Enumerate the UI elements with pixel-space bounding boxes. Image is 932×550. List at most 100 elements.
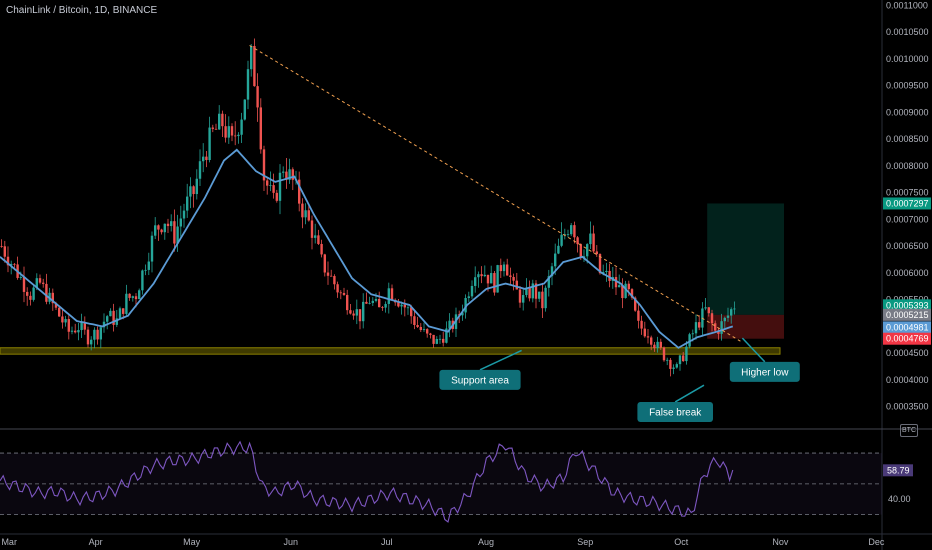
candle-body: [685, 346, 688, 362]
candle-body: [339, 292, 342, 294]
candle-body: [566, 234, 570, 236]
candle-body: [618, 285, 621, 288]
candle-body: [189, 186, 192, 197]
currency-badge[interactable]: BTC: [900, 424, 918, 437]
candle-body: [330, 275, 333, 277]
candle-body: [499, 265, 502, 272]
callout-label: Support area: [451, 375, 509, 386]
candle-body: [531, 283, 534, 299]
candle-body: [230, 126, 234, 136]
candle-body: [157, 225, 160, 230]
candle-body: [563, 234, 566, 236]
rsi-tick-label: 40.00: [888, 494, 911, 504]
candle-body: [374, 299, 378, 301]
price-tick-label: 0.0010500: [886, 27, 929, 37]
candle-body: [650, 337, 653, 345]
candle-body: [243, 99, 246, 120]
candle-body: [384, 303, 387, 308]
candle-body: [525, 287, 528, 296]
candle-body: [253, 46, 256, 87]
candle-body: [362, 301, 365, 322]
price-tick-label: 0.0004500: [886, 348, 929, 358]
candle-body: [166, 223, 170, 227]
candle-body: [605, 270, 608, 273]
candle-body: [490, 273, 493, 284]
chart-title: ChainLink / Bitcoin, 1D, BINANCE: [6, 5, 158, 16]
candle-body: [128, 293, 131, 298]
candle-body: [438, 338, 442, 340]
candle-body: [707, 307, 710, 314]
support-zone: [0, 347, 781, 355]
rsi-line: [0, 440, 734, 523]
price-label-stop: 0.0004769: [886, 334, 929, 344]
candle-body: [96, 329, 99, 340]
candle-body: [26, 291, 29, 296]
candle-body: [179, 218, 182, 227]
candle-body: [528, 287, 531, 299]
candle-body: [717, 330, 720, 334]
candle-body: [608, 270, 611, 281]
candle-body: [586, 244, 589, 257]
candle-body: [13, 263, 16, 265]
candle-body: [598, 253, 602, 274]
candle-body: [682, 355, 685, 362]
candle-body: [515, 280, 518, 290]
candle-body: [246, 69, 250, 100]
callout-pointer: [741, 337, 766, 363]
candle-body: [634, 297, 637, 311]
callout-box: [439, 369, 521, 390]
time-tick-label: Jul: [381, 537, 393, 547]
candle-body: [336, 284, 339, 293]
candle-body: [282, 171, 285, 173]
candle-body: [58, 307, 61, 317]
candle-body: [269, 185, 272, 186]
candle-body: [640, 320, 643, 329]
candle-body: [675, 364, 678, 368]
candle-body: [378, 299, 381, 308]
candle-body: [518, 289, 522, 303]
candle-body: [291, 169, 294, 180]
price-axis: 0.0011000 0.0010500 0.0010000 0.0009500 0.00…: [886, 0, 929, 411]
candle-body: [35, 278, 38, 288]
candle-body: [714, 323, 717, 331]
candle-body: [432, 334, 435, 344]
candle-body: [688, 334, 691, 347]
candle-body: [163, 223, 166, 233]
candle-body: [547, 276, 550, 288]
candle-body: [19, 277, 22, 278]
price-label-bg: [883, 197, 931, 210]
candle-body: [147, 261, 150, 270]
candle-body: [118, 308, 122, 319]
profit-zone: [707, 203, 784, 315]
candle-body: [186, 196, 189, 211]
candle-body: [352, 313, 355, 316]
candle-body: [224, 126, 227, 138]
price-label-ma: 0.0004981: [886, 322, 929, 332]
candle-body: [195, 178, 198, 195]
candle-body: [22, 277, 26, 292]
candle-body: [45, 283, 48, 302]
candle-body: [160, 229, 163, 233]
candle-body: [522, 295, 525, 303]
rsi-current-bg: [883, 464, 913, 477]
candle-body: [442, 338, 445, 343]
candle-body: [266, 180, 269, 186]
candle-body: [83, 322, 86, 330]
candle-body: [477, 274, 480, 278]
candle-body: [448, 320, 451, 329]
candle-body: [278, 172, 282, 201]
candle-body: [694, 322, 698, 334]
candle-body: [368, 302, 371, 304]
annotation-callout: Support area: [439, 349, 522, 390]
candle-body: [710, 313, 714, 324]
candle-body: [678, 355, 682, 365]
callout-pointer: [479, 349, 522, 371]
candle-body: [141, 270, 144, 291]
candle-body: [0, 246, 3, 247]
candle-body: [387, 288, 390, 304]
candle-body: [86, 329, 90, 345]
resistance-trendline: [249, 45, 743, 343]
candle-body: [435, 339, 438, 344]
